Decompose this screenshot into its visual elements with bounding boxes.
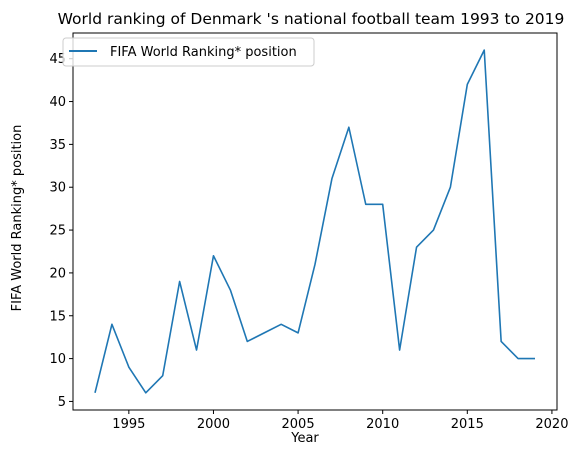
plot-area bbox=[72, 32, 558, 411]
y-tick-label: 20 bbox=[49, 266, 66, 281]
y-tick-label: 10 bbox=[49, 352, 66, 367]
y-tick-label: 30 bbox=[49, 181, 66, 196]
chart-title: World ranking of Denmark 's national foo… bbox=[58, 10, 565, 28]
y-tick-label: 5 bbox=[58, 395, 66, 410]
y-axis-title: FIFA World Ranking* position bbox=[10, 125, 25, 312]
x-axis: 1995 2000 2005 2010 2015 2020 bbox=[112, 410, 568, 432]
x-tick-label: 2020 bbox=[535, 417, 568, 432]
y-tick-label: 40 bbox=[49, 95, 66, 110]
x-tick-label: 2000 bbox=[197, 417, 230, 432]
y-tick-label: 45 bbox=[49, 52, 66, 67]
legend: FIFA World Ranking* position bbox=[62, 37, 315, 67]
x-axis-title: Year bbox=[290, 431, 319, 446]
x-tick-label: 2010 bbox=[366, 417, 399, 432]
x-tick-label: 2005 bbox=[282, 417, 315, 432]
series-line bbox=[94, 49, 535, 394]
x-tick-label: 1995 bbox=[112, 417, 145, 432]
x-tick-label: 2015 bbox=[451, 417, 484, 432]
legend-label: FIFA World Ranking* position bbox=[110, 45, 297, 60]
y-axis: 5 10 15 20 25 30 35 40 45 bbox=[49, 52, 73, 410]
y-tick-label: 15 bbox=[49, 309, 66, 324]
series-layer bbox=[94, 49, 535, 394]
y-tick-label: 35 bbox=[49, 138, 66, 153]
legend-box bbox=[62, 37, 315, 67]
y-tick-label: 25 bbox=[49, 224, 66, 239]
